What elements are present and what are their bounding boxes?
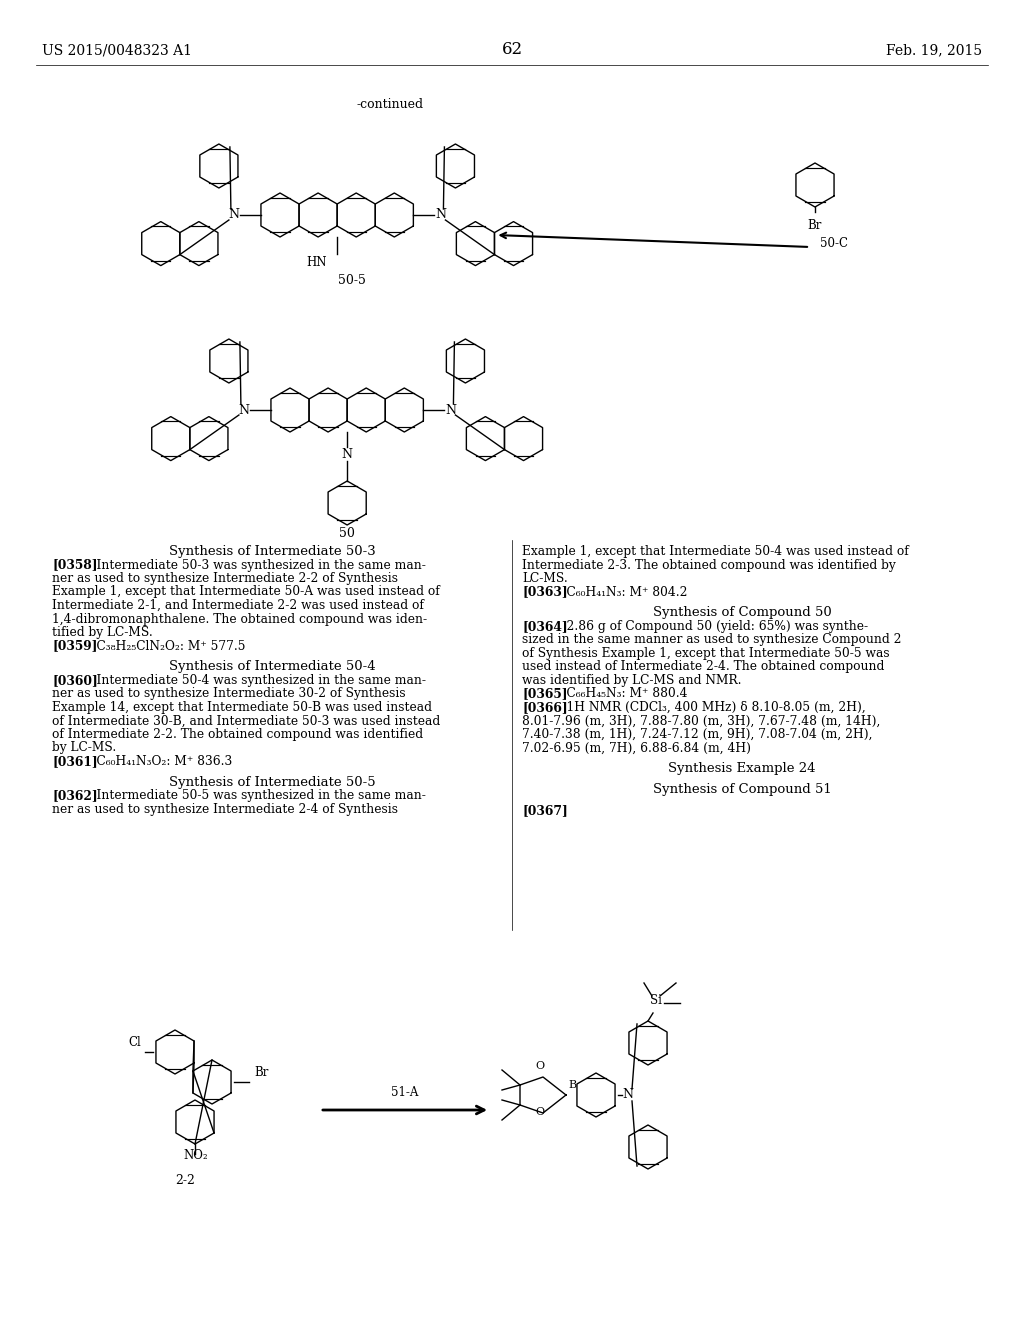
Text: 1H NMR (CDCl₃, 400 MHz) δ 8.10-8.05 (m, 2H),: 1H NMR (CDCl₃, 400 MHz) δ 8.10-8.05 (m, …	[551, 701, 865, 714]
Text: 51-A: 51-A	[391, 1086, 419, 1100]
Text: [0367]: [0367]	[522, 804, 567, 817]
Text: [0362]: [0362]	[52, 789, 97, 803]
Text: Example 1, except that Intermediate 50-A was used instead of: Example 1, except that Intermediate 50-A…	[52, 586, 439, 598]
Text: [0360]: [0360]	[52, 675, 97, 686]
Text: N: N	[342, 447, 352, 461]
Text: [0358]: [0358]	[52, 558, 97, 572]
Text: [0363]: [0363]	[522, 586, 567, 598]
Text: Intermediate 2-3. The obtained compound was identified by: Intermediate 2-3. The obtained compound …	[522, 558, 896, 572]
Text: by LC-MS.: by LC-MS.	[52, 742, 117, 755]
Text: of Synthesis Example 1, except that Intermediate 50-5 was: of Synthesis Example 1, except that Inte…	[522, 647, 890, 660]
Text: O: O	[535, 1061, 544, 1071]
Text: 8.01-7.96 (m, 3H), 7.88-7.80 (m, 3H), 7.67-7.48 (m, 14H),: 8.01-7.96 (m, 3H), 7.88-7.80 (m, 3H), 7.…	[522, 714, 881, 727]
Text: C₆₆H₄₅N₃: M⁺ 880.4: C₆₆H₄₅N₃: M⁺ 880.4	[551, 688, 687, 701]
Text: 2-2: 2-2	[175, 1173, 195, 1187]
Text: N: N	[239, 404, 250, 417]
Text: N: N	[444, 404, 456, 417]
Text: was identified by LC-MS and NMR.: was identified by LC-MS and NMR.	[522, 675, 741, 686]
Text: ner as used to synthesize Intermediate 2-4 of Synthesis: ner as used to synthesize Intermediate 2…	[52, 803, 398, 816]
Text: C₆₀H₄₁N₃: M⁺ 804.2: C₆₀H₄₁N₃: M⁺ 804.2	[551, 586, 687, 598]
Text: of Intermediate 30-B, and Intermediate 50-3 was used instead: of Intermediate 30-B, and Intermediate 5…	[52, 714, 440, 727]
Text: Br: Br	[254, 1067, 268, 1078]
Text: O: O	[535, 1107, 544, 1117]
Text: Si: Si	[650, 994, 662, 1007]
Text: tified by LC-MS.: tified by LC-MS.	[52, 626, 153, 639]
Text: NO₂: NO₂	[183, 1148, 208, 1162]
Text: Synthesis Example 24: Synthesis Example 24	[669, 763, 816, 775]
Text: US 2015/0048323 A1: US 2015/0048323 A1	[42, 44, 193, 57]
Text: Feb. 19, 2015: Feb. 19, 2015	[886, 44, 982, 57]
Text: Synthesis of Intermediate 50-5: Synthesis of Intermediate 50-5	[169, 776, 376, 789]
Text: Synthesis of Intermediate 50-4: Synthesis of Intermediate 50-4	[169, 660, 376, 673]
Text: 7.02-6.95 (m, 7H), 6.88-6.84 (m, 4H): 7.02-6.95 (m, 7H), 6.88-6.84 (m, 4H)	[522, 742, 751, 755]
Text: N: N	[623, 1089, 634, 1101]
Text: ner as used to synthesize Intermediate 30-2 of Synthesis: ner as used to synthesize Intermediate 3…	[52, 688, 406, 701]
Text: 1,4-dibromonaphthalene. The obtained compound was iden-: 1,4-dibromonaphthalene. The obtained com…	[52, 612, 427, 626]
Text: 7.40-7.38 (m, 1H), 7.24-7.12 (m, 9H), 7.08-7.04 (m, 2H),: 7.40-7.38 (m, 1H), 7.24-7.12 (m, 9H), 7.…	[522, 727, 872, 741]
Text: 50-5: 50-5	[338, 275, 367, 286]
Text: Synthesis of Compound 51: Synthesis of Compound 51	[652, 783, 831, 796]
Text: [0359]: [0359]	[52, 639, 97, 652]
Text: HN: HN	[306, 256, 327, 268]
Text: [0361]: [0361]	[52, 755, 97, 768]
Text: [0366]: [0366]	[522, 701, 567, 714]
Text: -continued: -continued	[356, 98, 424, 111]
Text: LC-MS.: LC-MS.	[522, 572, 567, 585]
Text: Synthesis of Compound 50: Synthesis of Compound 50	[652, 606, 831, 619]
Text: 62: 62	[502, 41, 522, 58]
Text: Example 1, except that Intermediate 50-4 was used instead of: Example 1, except that Intermediate 50-4…	[522, 545, 908, 558]
Text: 2.86 g of Compound 50 (yield: 65%) was synthe-: 2.86 g of Compound 50 (yield: 65%) was s…	[551, 620, 868, 632]
Text: B: B	[568, 1080, 577, 1090]
Text: used instead of Intermediate 2-4. The obtained compound: used instead of Intermediate 2-4. The ob…	[522, 660, 885, 673]
Text: ner as used to synthesize Intermediate 2-2 of Synthesis: ner as used to synthesize Intermediate 2…	[52, 572, 398, 585]
Text: of Intermediate 2-2. The obtained compound was identified: of Intermediate 2-2. The obtained compou…	[52, 727, 423, 741]
Text: C₃₈H₂₅ClN₂O₂: M⁺ 577.5: C₃₈H₂₅ClN₂O₂: M⁺ 577.5	[81, 639, 246, 652]
Text: Cl: Cl	[128, 1036, 140, 1049]
Text: [0364]: [0364]	[522, 620, 567, 632]
Text: sized in the same manner as used to synthesize Compound 2: sized in the same manner as used to synt…	[522, 634, 901, 647]
Text: 50-C: 50-C	[820, 238, 848, 249]
Text: N: N	[435, 209, 445, 222]
Text: N: N	[228, 209, 240, 222]
Text: Intermediate 50-5 was synthesized in the same man-: Intermediate 50-5 was synthesized in the…	[81, 789, 426, 803]
Text: Intermediate 50-4 was synthesized in the same man-: Intermediate 50-4 was synthesized in the…	[81, 675, 426, 686]
Text: Br: Br	[808, 219, 822, 232]
Text: Intermediate 2-1, and Intermediate 2-2 was used instead of: Intermediate 2-1, and Intermediate 2-2 w…	[52, 599, 424, 612]
Text: Example 14, except that Intermediate 50-B was used instead: Example 14, except that Intermediate 50-…	[52, 701, 432, 714]
Text: 50: 50	[339, 527, 355, 540]
Text: [0365]: [0365]	[522, 688, 567, 701]
Text: C₆₀H₄₁N₃O₂: M⁺ 836.3: C₆₀H₄₁N₃O₂: M⁺ 836.3	[81, 755, 232, 768]
Text: Intermediate 50-3 was synthesized in the same man-: Intermediate 50-3 was synthesized in the…	[81, 558, 426, 572]
Text: Synthesis of Intermediate 50-3: Synthesis of Intermediate 50-3	[169, 545, 376, 558]
